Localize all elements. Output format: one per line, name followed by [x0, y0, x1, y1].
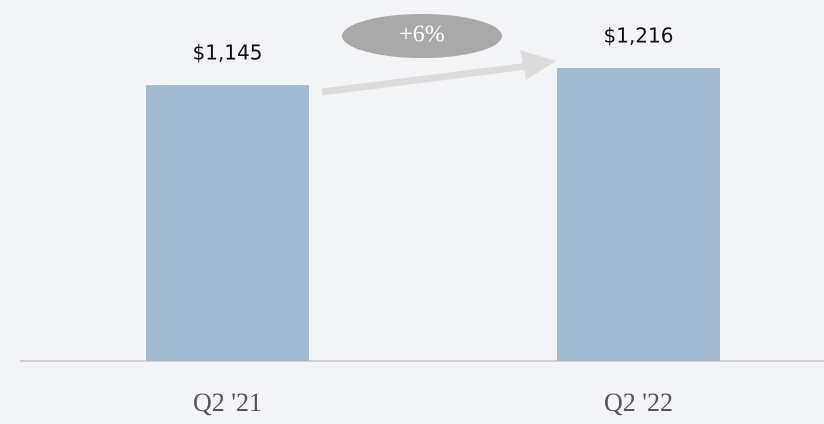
bar: [146, 85, 309, 361]
value-label: $1,145: [193, 41, 263, 65]
value-label: $1,216: [604, 24, 674, 48]
x-tick-label: Q2 '21: [193, 388, 262, 417]
arrow-head: [520, 50, 556, 80]
annotation: +6%: [399, 22, 445, 48]
x-tick-label: Q2 '22: [604, 388, 673, 417]
annotation-bubble: [342, 14, 502, 58]
arrow-shaft: [321, 62, 529, 96]
bar: [557, 68, 720, 361]
